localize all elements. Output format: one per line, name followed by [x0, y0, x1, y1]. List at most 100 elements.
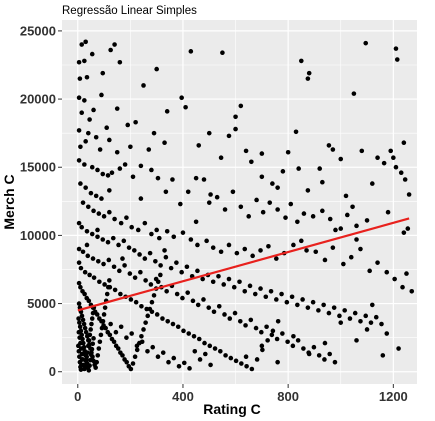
data-point — [82, 269, 88, 275]
data-point — [80, 200, 86, 205]
data-point — [391, 155, 396, 160]
data-point — [358, 318, 363, 324]
data-point — [162, 248, 167, 253]
data-point — [393, 164, 399, 170]
data-point — [80, 346, 86, 351]
data-point — [155, 354, 161, 360]
data-point — [243, 323, 248, 328]
data-point — [179, 269, 184, 275]
data-point — [258, 286, 263, 291]
data-point — [130, 174, 136, 180]
data-point — [77, 320, 82, 325]
data-point — [174, 260, 179, 265]
y-tick-label: 15000 — [20, 160, 56, 175]
data-point — [96, 346, 102, 351]
data-point — [298, 58, 304, 64]
data-point — [181, 328, 186, 334]
data-point — [80, 249, 86, 255]
data-point — [243, 148, 249, 154]
data-point — [150, 344, 156, 350]
data-point — [384, 269, 390, 275]
data-point — [104, 125, 110, 131]
data-point — [275, 359, 280, 365]
data-point — [128, 366, 134, 372]
data-point — [91, 275, 97, 280]
data-point — [244, 363, 249, 369]
data-point — [138, 163, 144, 169]
data-point — [310, 299, 316, 305]
y-tick-label: 0 — [49, 364, 56, 379]
data-point — [76, 343, 81, 349]
data-point — [263, 294, 269, 300]
data-point — [153, 259, 158, 264]
data-point — [206, 305, 212, 310]
data-point — [87, 272, 92, 278]
x-axis-title: Rating C — [203, 401, 261, 417]
data-point — [78, 144, 83, 150]
data-point — [269, 332, 275, 338]
data-point — [151, 293, 157, 298]
data-point — [118, 291, 123, 297]
data-point — [204, 238, 209, 244]
data-point — [363, 40, 369, 46]
data-point — [226, 133, 232, 139]
data-point — [106, 257, 112, 263]
data-point — [254, 197, 259, 203]
regression-line — [77, 217, 410, 312]
data-point — [402, 177, 408, 182]
data-point — [78, 265, 84, 271]
data-point — [94, 312, 100, 317]
data-point — [298, 238, 304, 244]
data-point — [89, 164, 95, 170]
data-point — [231, 284, 237, 290]
data-point — [82, 363, 88, 369]
data-point — [313, 249, 319, 255]
data-point — [82, 325, 88, 331]
data-point — [100, 171, 106, 177]
data-point — [193, 219, 199, 225]
data-point — [164, 109, 170, 114]
data-point — [133, 299, 139, 305]
data-point — [285, 339, 290, 345]
data-point — [393, 46, 399, 51]
data-point — [222, 207, 228, 212]
data-point — [112, 216, 117, 222]
y-axis-ticks: 0 5000 10000 15000 20000 25000 — [20, 23, 62, 379]
data-point — [132, 248, 137, 253]
data-point — [208, 362, 213, 368]
data-point — [79, 362, 84, 368]
data-point — [254, 357, 260, 362]
data-point — [206, 200, 212, 205]
data-point — [238, 103, 244, 109]
data-point — [148, 282, 154, 287]
data-point — [127, 271, 133, 276]
data-point — [288, 201, 294, 207]
data-point — [145, 348, 150, 354]
data-point — [139, 339, 145, 345]
data-point — [268, 288, 274, 294]
data-point — [207, 343, 213, 349]
data-point — [266, 244, 271, 249]
data-point — [384, 331, 390, 336]
data-point — [95, 353, 101, 358]
data-point — [86, 368, 92, 373]
data-point — [98, 332, 104, 338]
data-point — [79, 224, 85, 230]
data-point — [200, 276, 205, 282]
data-point — [124, 215, 129, 220]
data-point — [275, 318, 281, 324]
data-point — [186, 331, 192, 336]
data-point — [103, 325, 108, 331]
data-point — [99, 92, 104, 98]
data-point — [210, 279, 216, 285]
data-point — [270, 328, 276, 334]
data-point — [388, 148, 394, 154]
data-point — [171, 234, 177, 240]
data-point — [147, 250, 153, 256]
data-point — [100, 318, 106, 324]
data-point — [125, 122, 131, 128]
plot-panel — [62, 20, 417, 384]
data-point — [327, 216, 333, 222]
data-point — [82, 162, 87, 167]
